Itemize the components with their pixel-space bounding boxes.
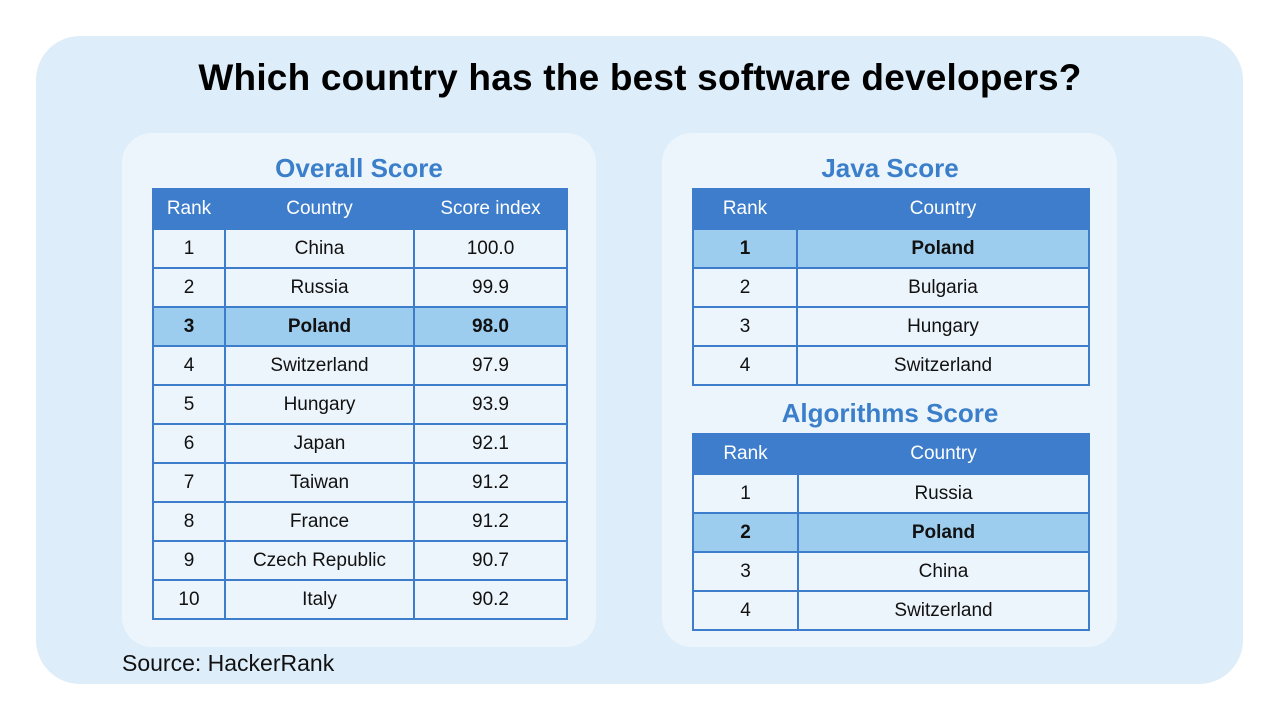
rank-cell: 3 [692, 306, 798, 347]
country-cell: China [224, 228, 415, 269]
rank-cell: 1 [692, 473, 799, 514]
rank-cell: 9 [152, 540, 226, 581]
score-cell: 92.1 [413, 423, 568, 464]
rank-cell: 1 [152, 228, 226, 269]
rank-header: Rank [152, 188, 226, 230]
score-cell: 91.2 [413, 501, 568, 542]
rank-cell: 2 [152, 267, 226, 308]
page-title: Which country has the best software deve… [198, 57, 1082, 98]
rank-cell: 4 [692, 590, 799, 631]
country-cell: Switzerland [796, 345, 1090, 386]
score-cell: 100.0 [413, 228, 568, 269]
rank-cell: 5 [152, 384, 226, 425]
table-row: 4 Switzerland [692, 590, 1090, 631]
table-row: 3 China [692, 551, 1090, 592]
source-note: Source: HackerRank [122, 650, 335, 676]
table-row: 4 Switzerland [692, 345, 1090, 386]
table-row: 1 China 100.0 [152, 228, 568, 269]
country-cell: Japan [224, 423, 415, 464]
country-cell: Switzerland [224, 345, 415, 386]
score-cell: 91.2 [413, 462, 568, 503]
score-index-header: Score index [413, 188, 568, 230]
country-cell: France [224, 501, 415, 542]
rank-cell: 3 [152, 306, 226, 347]
country-header: Country [796, 188, 1090, 230]
overall-score-table: Rank Country Score index 1 China 100.0 2 Rus… [152, 188, 568, 620]
table-row: 1 Russia [692, 473, 1090, 514]
table-row: 10 Italy 90.2 [152, 579, 568, 620]
rank-cell: 8 [152, 501, 226, 542]
overall-score-title: Overall Score [275, 153, 443, 183]
table-row: 5 Hungary 93.9 [152, 384, 568, 425]
country-cell: Russia [224, 267, 415, 308]
rank-cell: 1 [692, 228, 798, 269]
country-cell: Italy [224, 579, 415, 620]
score-cell: 93.9 [413, 384, 568, 425]
country-cell: Czech Republic [224, 540, 415, 581]
country-cell: China [797, 551, 1090, 592]
rank-cell: 6 [152, 423, 226, 464]
rank-cell: 4 [152, 345, 226, 386]
country-header: Country [224, 188, 415, 230]
table-row: 8 France 91.2 [152, 501, 568, 542]
rank-cell: 2 [692, 267, 798, 308]
table-header-row: Rank Country [692, 188, 1090, 230]
rank-cell: 3 [692, 551, 799, 592]
country-cell: Bulgaria [796, 267, 1090, 308]
table-row: 9 Czech Republic 90.7 [152, 540, 568, 581]
java-score-table: Rank Country 1 Poland 2 Bulgaria 3 Hungary 4 Sw… [692, 188, 1090, 386]
table-row: 2 Russia 99.9 [152, 267, 568, 308]
rank-header: Rank [692, 188, 798, 230]
table-header-row: Rank Country Score index [152, 188, 568, 230]
country-cell: Poland [796, 228, 1090, 269]
score-cell: 97.9 [413, 345, 568, 386]
score-cell: 98.0 [413, 306, 568, 347]
table-row: 7 Taiwan 91.2 [152, 462, 568, 503]
rank-cell: 10 [152, 579, 226, 620]
rank-cell: 4 [692, 345, 798, 386]
table-row: 2 Poland [692, 512, 1090, 553]
country-header: Country [797, 433, 1090, 475]
country-cell: Poland [797, 512, 1090, 553]
algorithms-score-table: Rank Country 1 Russia 2 Poland 3 China 4 Switze… [692, 433, 1090, 631]
country-cell: Poland [224, 306, 415, 347]
java-score-title: Java Score [821, 153, 959, 183]
rank-cell: 2 [692, 512, 799, 553]
rank-header: Rank [692, 433, 799, 475]
country-cell: Switzerland [797, 590, 1090, 631]
table-row: 3 Hungary [692, 306, 1090, 347]
score-cell: 99.9 [413, 267, 568, 308]
country-cell: Hungary [796, 306, 1090, 347]
table-row: 6 Japan 92.1 [152, 423, 568, 464]
country-cell: Hungary [224, 384, 415, 425]
country-cell: Taiwan [224, 462, 415, 503]
table-row: 2 Bulgaria [692, 267, 1090, 308]
table-row: 4 Switzerland 97.9 [152, 345, 568, 386]
country-cell: Russia [797, 473, 1090, 514]
score-cell: 90.7 [413, 540, 568, 581]
table-row: 3 Poland 98.0 [152, 306, 568, 347]
table-header-row: Rank Country [692, 433, 1090, 475]
score-cell: 90.2 [413, 579, 568, 620]
rank-cell: 7 [152, 462, 226, 503]
table-row: 1 Poland [692, 228, 1090, 269]
algorithms-score-title: Algorithms Score [781, 398, 999, 428]
